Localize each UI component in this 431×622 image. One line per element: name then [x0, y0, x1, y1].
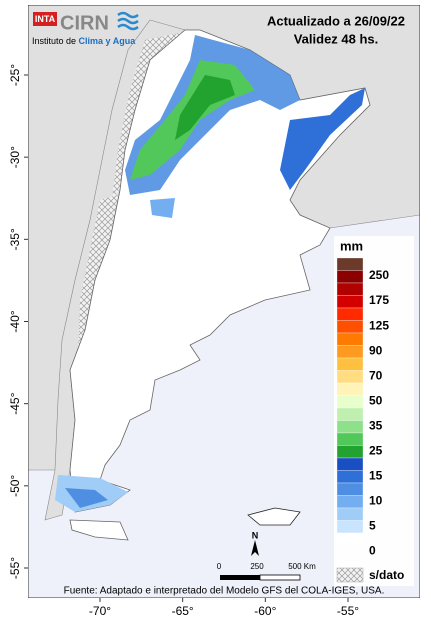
institute-highlight: Clima y Agua	[79, 36, 137, 46]
legend-label: 70	[369, 368, 383, 382]
validity: Validez 48 hs.	[294, 31, 379, 46]
logo-inta-box	[33, 12, 57, 26]
legend-swatch	[336, 470, 364, 484]
scale-label: 250	[250, 562, 264, 571]
legend-label: 50	[369, 393, 383, 407]
lon-tick-label: -70°	[89, 604, 111, 618]
legend-swatch	[336, 420, 364, 434]
legend-swatch	[336, 520, 364, 534]
legend-label: 35	[369, 418, 383, 432]
updated: Actualizado a 26/09/22	[267, 13, 405, 28]
legend-swatch	[336, 432, 364, 446]
precip-blue	[280, 88, 365, 190]
precip-green-dark	[175, 75, 235, 140]
legend-swatch	[336, 495, 364, 509]
legend-swatch	[336, 507, 364, 521]
legend-swatch	[336, 320, 364, 334]
logo-waves	[117, 11, 139, 31]
institute: Instituto de Clima y Agua	[32, 36, 136, 46]
legend-swatch	[336, 332, 364, 346]
north-label: N	[252, 530, 259, 540]
legend-no-data-swatch	[336, 567, 364, 583]
legend-label: 5	[369, 519, 376, 533]
legend-no-data: s/dato	[369, 568, 404, 582]
legend-swatch	[336, 307, 364, 321]
lat-tick-label: -50°	[8, 475, 22, 497]
lat-tick-label: -55°	[8, 557, 22, 579]
legend-label: 25	[369, 443, 383, 457]
legend-swatch	[336, 445, 364, 459]
malvinas	[247, 507, 301, 526]
lon-tick-label: -65°	[172, 604, 194, 618]
legend-swatch	[336, 270, 364, 284]
lat-tick-label: -25°	[8, 64, 22, 86]
legend-label: 250	[369, 268, 389, 282]
legend-swatch	[336, 382, 364, 396]
footer: Fuente: Adaptado e interpretado del Mode…	[64, 586, 385, 597]
legend-title: mm	[340, 238, 363, 253]
legend-swatch	[336, 357, 364, 371]
scale-bar	[220, 575, 260, 580]
legend-swatch	[336, 282, 364, 296]
precip-light	[150, 198, 175, 218]
logo-inta: INTA	[35, 14, 56, 24]
legend-swatch	[336, 395, 364, 409]
legend-label: 15	[369, 469, 383, 483]
legend-swatch	[336, 407, 364, 421]
lat-tick-label: -35°	[8, 228, 22, 250]
lat-tick-label: -40°	[8, 310, 22, 332]
legend-label: 90	[369, 343, 383, 357]
lon-tick-label: -55°	[337, 604, 359, 618]
lat-tick-label: -30°	[8, 146, 22, 168]
legend-label: 0	[369, 544, 376, 558]
scale-label: 500 Km	[288, 562, 316, 571]
legend-label: 10	[369, 494, 383, 508]
north-arrow	[251, 540, 259, 556]
lon-tick-label: -60°	[254, 604, 276, 618]
lat-tick-label: -45°	[8, 392, 22, 414]
institute-name: Instituto de	[32, 36, 79, 46]
legend-swatch	[336, 257, 364, 271]
tierra-del-fuego	[69, 519, 129, 541]
logo-cirn: CIRN	[60, 12, 109, 34]
scale-bar	[259, 574, 301, 581]
legend-swatch	[336, 482, 364, 496]
legend-swatch	[336, 370, 364, 384]
legend-swatch	[336, 457, 364, 471]
legend-swatch	[336, 532, 364, 546]
legend-label: 175	[369, 293, 389, 307]
legend-swatch	[336, 295, 364, 309]
precip-blue	[65, 488, 108, 508]
legend-swatch	[336, 345, 364, 359]
scale-label: 0	[217, 562, 222, 571]
legend-label: 125	[369, 318, 389, 332]
